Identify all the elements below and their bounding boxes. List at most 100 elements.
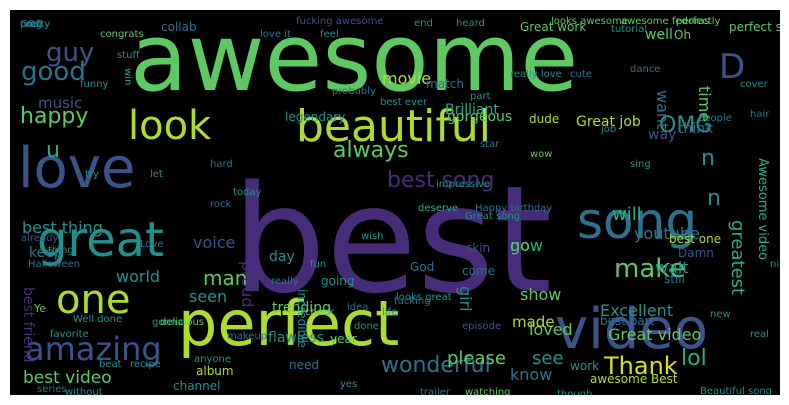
word-fucking: fucking	[394, 296, 431, 307]
word-new: new	[710, 309, 731, 320]
word-recipe: recipe	[130, 359, 161, 370]
word-one: one	[56, 277, 131, 323]
word-cloud: best awesome perfect beautiful video son…	[10, 10, 780, 395]
word-d: D	[719, 47, 746, 87]
word-work: work	[570, 359, 600, 373]
word-episode: episode	[462, 321, 502, 332]
word-want: want	[653, 90, 672, 130]
word-always: always	[333, 138, 409, 163]
word-stuff: stuff	[117, 50, 140, 61]
word-still: still	[664, 272, 685, 286]
word-life: life	[382, 307, 398, 318]
word-love-it: love it	[260, 29, 291, 40]
word-win: win	[122, 68, 133, 86]
word-gonna: gonna	[152, 317, 184, 328]
word-awesome-fedoras: awesome fedoras	[621, 16, 710, 27]
word-man: man	[203, 266, 248, 290]
word-looks-awesome: looks awesome	[551, 16, 628, 27]
word-brilliant: Brilliant	[445, 102, 499, 118]
word-need: need	[289, 358, 319, 372]
word-voice: voice	[193, 233, 236, 252]
word-guy: guy	[46, 38, 95, 68]
word-omg: OMG	[659, 113, 713, 138]
word-best-one: best one	[669, 232, 722, 246]
word-congrats: congrats	[100, 29, 144, 40]
word-movie: movie	[382, 69, 432, 88]
word-probably: probably	[332, 86, 376, 97]
word-best: best	[232, 154, 553, 326]
word-people: people	[698, 113, 732, 124]
word-well-done: Well done	[73, 314, 123, 325]
word-love: Love	[140, 239, 164, 250]
word-way: way	[648, 127, 677, 143]
word-great: great	[37, 212, 164, 268]
word-world: world	[116, 267, 161, 286]
word-incredible: incredible	[295, 289, 309, 348]
word-without: without	[65, 387, 103, 396]
word-proud: proud	[238, 261, 257, 308]
word-god: GOD	[20, 19, 44, 30]
word-makeup: makeup	[227, 331, 268, 342]
word-beautiful-song: Beautiful song	[700, 386, 773, 396]
word-best-song: best song	[387, 168, 495, 193]
word-already: already	[21, 233, 59, 244]
word-halloween: Halloween	[28, 259, 81, 270]
word-really-love: really love	[510, 69, 562, 80]
word-best-video: best video	[23, 368, 112, 388]
word-favorite: favorite	[50, 329, 89, 340]
word-year: year	[330, 332, 357, 346]
word-love: love	[18, 136, 136, 201]
word-good: good	[21, 57, 86, 87]
word-oh: Oh	[674, 28, 692, 42]
word-gorgeous: gorgeous	[447, 109, 513, 125]
word-nice: nice	[770, 259, 780, 270]
word-part: part	[470, 91, 491, 102]
word-perfectly: perfectly	[676, 16, 721, 27]
word-dude: dude	[529, 112, 560, 126]
word-watching: watching	[465, 387, 511, 396]
word-excellent: Excellent	[600, 301, 674, 320]
word-job: job	[601, 124, 617, 135]
word-star: star	[480, 139, 500, 150]
word-cute: cute	[570, 69, 592, 80]
word-fucking-awesome: fucking awesome	[296, 16, 384, 27]
word-know: know	[510, 365, 553, 384]
word-check: check	[305, 307, 335, 318]
word-channel: channel	[173, 379, 221, 393]
word-real: real	[750, 329, 769, 340]
word-funny: funny	[80, 79, 109, 90]
word-awesome-best: awesome Best	[590, 372, 678, 386]
word-hair: hair	[750, 109, 770, 120]
word-cover: cover	[740, 79, 768, 90]
word-impressive: impressive	[436, 179, 491, 190]
word-try: try	[85, 169, 99, 180]
word-cool: cool	[20, 19, 41, 30]
word-album: album	[196, 364, 234, 378]
word-wonderful: wonderful	[381, 353, 491, 378]
word-pretty: pretty	[20, 19, 51, 30]
word-video: video	[555, 297, 708, 362]
word-show: show	[520, 285, 562, 304]
word-dance: dance	[630, 64, 661, 75]
word-best-part: best part	[600, 314, 655, 328]
word-today: today	[233, 187, 262, 198]
word-please: please	[447, 348, 506, 369]
word-hard: hard	[210, 159, 233, 170]
word-yes: yes	[340, 379, 358, 390]
word-delicious: delicious	[160, 317, 204, 328]
word-amazing: amazing	[25, 330, 162, 368]
word-go: go	[510, 236, 530, 255]
word-thing: thing	[48, 245, 74, 256]
word-feel: feel	[320, 29, 339, 40]
word-really: really	[271, 276, 299, 287]
word-n: n	[707, 186, 721, 211]
word-trending: trending	[272, 300, 331, 316]
word-made: made	[512, 313, 555, 331]
word-seen: seen	[189, 287, 228, 306]
word-deserve: deserve	[418, 203, 459, 214]
word-sing: sing	[630, 159, 651, 170]
word-rock: rock	[210, 199, 232, 210]
word-fun: fun	[310, 259, 327, 270]
word-trailer: trailer	[420, 387, 450, 396]
word-great-video: Great video	[608, 325, 702, 344]
